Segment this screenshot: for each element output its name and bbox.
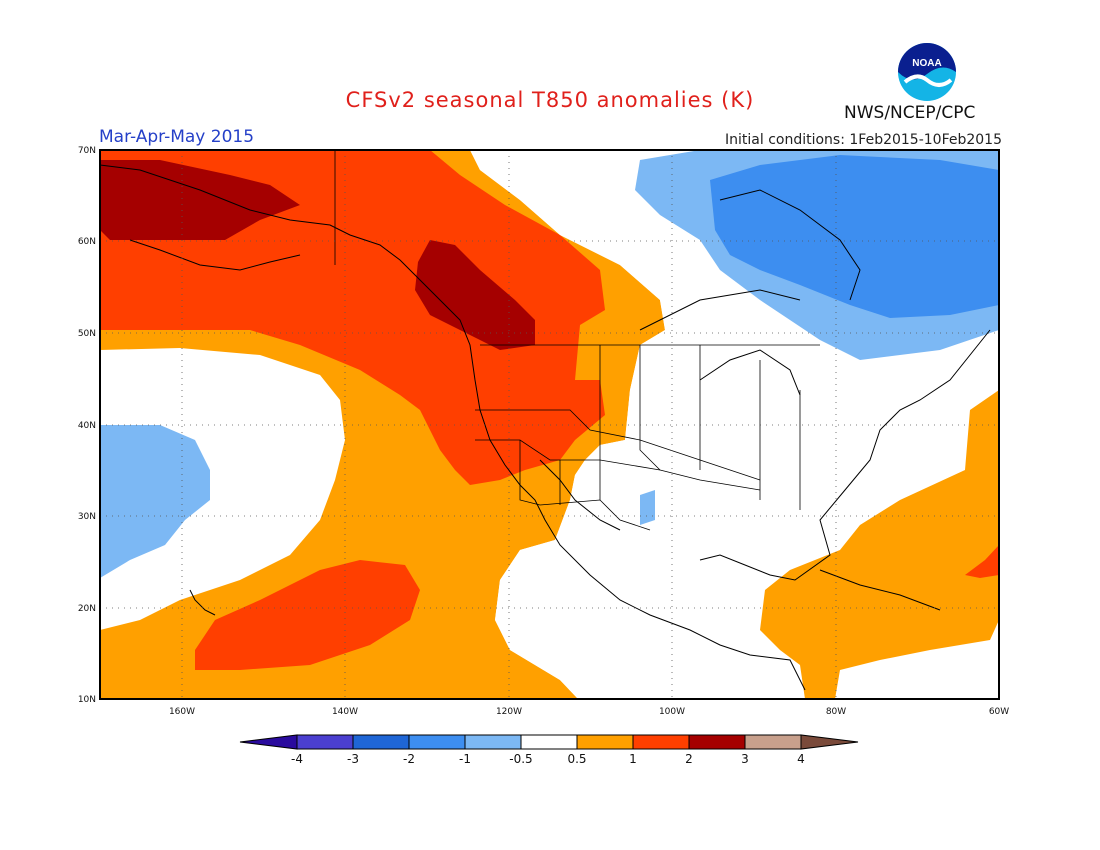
map-frame <box>99 149 1000 700</box>
colorbar-segment <box>632 734 690 750</box>
anomaly-neg0.5-neg1-hawaii <box>100 425 210 578</box>
latitude-labels: 10N 20N 30N 40N 50N 60N 70N <box>78 146 96 705</box>
colorbar-segment <box>408 734 466 750</box>
longitude-labels: 160W 140W 120W 100W 80W 60W <box>169 707 1009 717</box>
anomaly-2-3-alaska <box>100 160 300 240</box>
colorbar-segment <box>352 734 410 750</box>
lon-label: 160W <box>169 707 195 717</box>
colorbar-label: 0.5 <box>567 752 586 766</box>
colorbar-segment <box>520 734 578 750</box>
colorbar-arrow-left <box>239 734 298 750</box>
colorbar-segment <box>688 734 746 750</box>
lat-label: 20N <box>78 604 96 614</box>
logo-text: NOAA <box>912 58 941 69</box>
forecast-period: Mar-Apr-May 2015 <box>99 127 255 147</box>
anomaly-0.5-1-atlantic <box>760 390 999 699</box>
initial-conditions: Initial conditions: 1Feb2015-10Feb2015 <box>725 132 1002 148</box>
colorbar-segment <box>296 734 354 750</box>
lon-label: 140W <box>332 707 358 717</box>
anomaly-1-2-east-edge <box>965 545 999 578</box>
colorbar-label: 3 <box>741 752 749 766</box>
lat-label: 50N <box>78 329 96 339</box>
anomaly-neg1-neg2-hudson <box>710 155 999 318</box>
anomaly-2-3-bc <box>415 240 535 350</box>
lat-label: 30N <box>78 512 96 522</box>
colorbar-label: -3 <box>347 752 359 766</box>
neutral-pacific <box>100 348 345 630</box>
colorbar-arrow-right <box>800 734 859 750</box>
colorbar-label: -1 <box>459 752 471 766</box>
lat-label: 60N <box>78 237 96 247</box>
colorbar: -4 -3 -2 -1 -0.5 0.5 1 2 3 4 <box>239 734 859 766</box>
lat-label: 10N <box>78 695 96 705</box>
page-title: CFSv2 seasonal T850 anomalies (K) <box>345 88 755 112</box>
lat-label: 70N <box>78 146 96 156</box>
noaa-logo: NOAA <box>898 43 956 101</box>
colorbar-label: 2 <box>685 752 693 766</box>
lon-label: 80W <box>826 707 846 717</box>
organization-label: NWS/NCEP/CPC <box>844 103 976 123</box>
colorbar-label: -0.5 <box>509 752 532 766</box>
colorbar-label: 4 <box>797 752 805 766</box>
colorbar-label: 1 <box>629 752 637 766</box>
colorbar-segment <box>464 734 522 750</box>
anomaly-1-2-subtropical <box>195 560 420 670</box>
colorbar-segment <box>576 734 634 750</box>
lat-label: 40N <box>78 421 96 431</box>
colorbar-segment <box>744 734 802 750</box>
anomaly-neg0.5-neg1-newmexico <box>640 490 655 525</box>
lon-label: 120W <box>496 707 522 717</box>
colorbar-label: -4 <box>291 752 303 766</box>
political-boundaries <box>334 150 820 531</box>
colorbar-label: -2 <box>403 752 415 766</box>
lon-label: 100W <box>659 707 685 717</box>
lon-label: 60W <box>989 707 1009 717</box>
